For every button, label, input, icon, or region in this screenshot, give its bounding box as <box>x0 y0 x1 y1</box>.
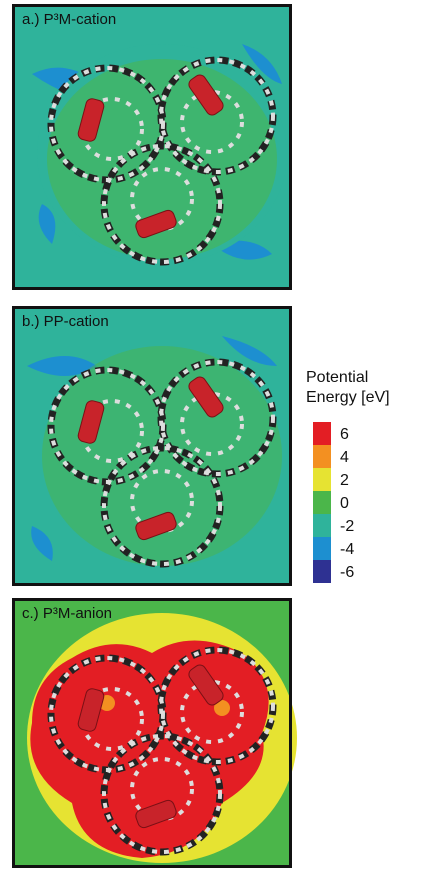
legend-swatch <box>313 445 331 468</box>
panel-label: b.) PP-cation <box>22 313 109 330</box>
panel-b: b.) PP-cation <box>12 306 292 586</box>
legend-label: -2 <box>340 518 354 535</box>
legend-label: -6 <box>340 564 354 581</box>
legend-label: 4 <box>340 449 349 466</box>
panel-c: c.) P³M-anion <box>12 598 297 868</box>
panel-label: a.) P³M-cation <box>22 11 116 28</box>
legend-swatch <box>313 514 331 537</box>
legend-title: Potential <box>306 369 368 386</box>
legend-label: 2 <box>340 472 349 489</box>
legend-label: 6 <box>340 426 349 443</box>
panel-a: a.) P³M-cation <box>12 4 292 290</box>
legend-label: 0 <box>340 495 349 512</box>
panel-label: c.) P³M-anion <box>22 605 112 622</box>
legend-swatch <box>313 537 331 560</box>
legend-swatch <box>313 491 331 514</box>
legend-swatch <box>313 560 331 583</box>
legend-title: Energy [eV] <box>306 389 390 406</box>
legend-label: -4 <box>340 541 354 558</box>
legend: Potential Energy [eV] 6 4 2 0 -2 -4 -6 <box>306 369 390 583</box>
legend-swatch <box>313 468 331 491</box>
legend-swatch <box>313 422 331 445</box>
